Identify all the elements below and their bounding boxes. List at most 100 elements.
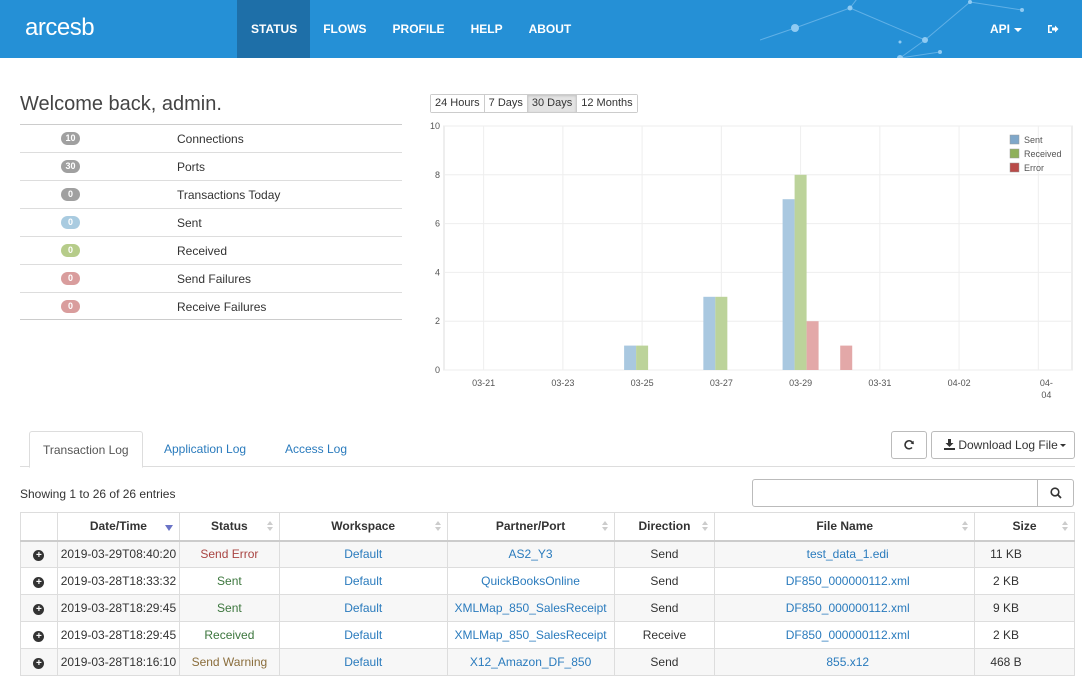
expand-row-icon[interactable]: + bbox=[33, 577, 45, 588]
expand-row-icon[interactable]: + bbox=[33, 604, 45, 615]
expand-row-icon[interactable]: + bbox=[33, 631, 45, 642]
column-header[interactable]: Direction bbox=[613, 512, 716, 542]
nav-about[interactable]: ABOUT bbox=[528, 22, 572, 36]
status-cell: Send Warning bbox=[178, 648, 280, 676]
file-name-link[interactable]: DF850_000000112.xml bbox=[785, 574, 910, 588]
count-badge: 30 bbox=[61, 160, 80, 173]
x-tick-label: 03-21 bbox=[472, 378, 495, 388]
workspace-link[interactable]: Default bbox=[344, 655, 383, 669]
stat-label: Send Failures bbox=[177, 272, 252, 286]
column-header-label: Date/Time bbox=[89, 519, 147, 534]
file-name-cell: test_data_1.edi bbox=[714, 540, 976, 568]
stat-row: 0 Sent bbox=[20, 208, 402, 236]
column-header-label: Status bbox=[211, 519, 248, 534]
bar-sent bbox=[624, 345, 637, 370]
file-name-cell: 855.x12 bbox=[714, 648, 976, 676]
legend-swatch bbox=[1009, 148, 1020, 159]
column-header[interactable]: Date/Time bbox=[56, 512, 180, 542]
partner-port-link[interactable]: QuickBooksOnline bbox=[481, 574, 580, 588]
y-tick-label: 6 bbox=[435, 219, 440, 229]
sort-icon bbox=[962, 521, 969, 531]
x-tick-label: 04- bbox=[1040, 378, 1053, 388]
transactions-chart: 03-21 03-23 03-25 03-27 03-29 03-31 04-02 04-04… bbox=[430, 121, 1073, 400]
partner-port-link[interactable]: X12_Amazon_DF_850 bbox=[469, 655, 592, 669]
datetime-cell: 2019-03-28T18:33:32 bbox=[56, 567, 180, 595]
plot-area bbox=[443, 125, 1073, 371]
workspace-link[interactable]: Default bbox=[344, 601, 383, 615]
search-input[interactable] bbox=[753, 480, 1037, 506]
table-row[interactable]: +2019-03-29T08:40:20 Send Error Default AS2… bbox=[20, 540, 1075, 568]
direction-cell: Send bbox=[650, 601, 679, 615]
file-name-cell: DF850_000000112.xml bbox=[714, 621, 976, 649]
x-tick-label: 03-29 bbox=[789, 378, 812, 388]
table-row[interactable]: +2019-03-28T18:33:32 Sent Default QuickBook… bbox=[20, 567, 1075, 595]
partner-port-cell: X12_Amazon_DF_850 bbox=[446, 648, 615, 676]
direction-cell: Send bbox=[613, 594, 716, 622]
tab-transaction-log[interactable]: Transaction Log bbox=[29, 431, 143, 468]
direction-cell: Send bbox=[650, 574, 679, 588]
bar-received bbox=[794, 174, 807, 370]
sign-out-icon[interactable] bbox=[1046, 22, 1060, 36]
datetime-cell: 2019-03-28T18:33:32 bbox=[60, 574, 177, 588]
file-name-link[interactable]: 855.x12 bbox=[826, 655, 870, 669]
search-button[interactable] bbox=[1037, 480, 1073, 506]
partner-port-link[interactable]: XMLMap_850_SalesReceipt bbox=[454, 628, 607, 642]
bar-error bbox=[840, 345, 853, 370]
workspace-link[interactable]: Default bbox=[344, 547, 383, 562]
range-selector: 24 Hours 7 Days 30 Days 12 Months bbox=[430, 94, 638, 113]
expand-row-icon[interactable]: + bbox=[33, 550, 45, 562]
table-row[interactable]: +2019-03-28T18:29:45 Received Default XMLMa… bbox=[20, 621, 1075, 649]
top-navbar: arcesb STATUS FLOWS PROFILE HELP ABOUT API bbox=[0, 0, 1082, 58]
column-header[interactable]: Size bbox=[974, 512, 1075, 542]
range-button[interactable]: 12 Months bbox=[576, 95, 637, 112]
status-cell: Received bbox=[204, 628, 255, 642]
entries-info: Showing 1 to 26 of 26 entries bbox=[20, 487, 176, 501]
file-name-link[interactable]: DF850_000000112.xml bbox=[785, 601, 910, 615]
column-header[interactable]: Workspace bbox=[278, 512, 448, 542]
expand-column-header bbox=[20, 512, 58, 542]
nav-help[interactable]: HELP bbox=[470, 22, 503, 36]
y-tick-label: 10 bbox=[430, 121, 440, 131]
table-row[interactable]: +2019-03-28T18:16:10 Send Warning Default X… bbox=[20, 648, 1075, 676]
arcesb-logo[interactable]: arcesb bbox=[25, 14, 95, 41]
nav-status[interactable]: STATUS bbox=[237, 0, 311, 58]
workspace-link[interactable]: Default bbox=[344, 628, 383, 642]
file-name-link[interactable]: DF850_000000112.xml bbox=[785, 628, 910, 642]
tab-application-log[interactable]: Application Log bbox=[164, 442, 247, 456]
stat-row: 0 Send Failures bbox=[20, 264, 402, 292]
sort-icon bbox=[601, 521, 608, 531]
column-header-label: Partner/Port bbox=[495, 519, 566, 534]
expand-cell: + bbox=[20, 567, 58, 595]
stat-row: 0 Transactions Today bbox=[20, 180, 402, 208]
tab-access-log[interactable]: Access Log bbox=[285, 442, 348, 456]
range-button[interactable]: 24 Hours bbox=[431, 95, 484, 112]
nav-flows[interactable]: FLOWS bbox=[323, 22, 367, 36]
table-row[interactable]: +2019-03-28T18:29:45 Sent Default XMLMap_85… bbox=[20, 594, 1075, 622]
range-button[interactable]: 30 Days bbox=[526, 95, 577, 112]
column-header[interactable]: Partner/Port bbox=[446, 512, 615, 542]
workspace-link[interactable]: Default bbox=[344, 574, 383, 588]
expand-cell: + bbox=[20, 540, 58, 568]
status-cell: Sent bbox=[178, 567, 280, 595]
nav-profile[interactable]: PROFILE bbox=[392, 22, 445, 36]
expand-row-icon[interactable]: + bbox=[33, 658, 45, 669]
bar-received bbox=[715, 296, 728, 370]
file-name-link[interactable]: test_data_1.edi bbox=[806, 547, 889, 562]
y-tick-label: 4 bbox=[435, 267, 440, 277]
partner-port-link[interactable]: AS2_Y3 bbox=[508, 547, 553, 562]
partner-port-cell: XMLMap_850_SalesReceipt bbox=[446, 594, 615, 622]
status-cell: Send Warning bbox=[191, 655, 268, 669]
datetime-cell: 2019-03-28T18:29:45 bbox=[56, 594, 180, 622]
download-log-file-button[interactable]: Download Log File bbox=[931, 431, 1075, 459]
api-menu[interactable]: API bbox=[990, 22, 1023, 36]
stat-label: Ports bbox=[177, 160, 206, 174]
bar-error bbox=[806, 321, 819, 370]
range-button[interactable]: 7 Days bbox=[483, 95, 527, 112]
stats-list: 10 Connections 30 Ports 0 Transactions Today 0… bbox=[20, 124, 402, 320]
column-header[interactable]: File Name bbox=[714, 512, 976, 542]
column-header[interactable]: Status bbox=[178, 512, 280, 542]
refresh-button[interactable] bbox=[891, 431, 927, 459]
workspace-cell: Default bbox=[278, 567, 448, 595]
partner-port-link[interactable]: XMLMap_850_SalesReceipt bbox=[454, 601, 607, 615]
column-header-label: Direction bbox=[638, 519, 691, 534]
